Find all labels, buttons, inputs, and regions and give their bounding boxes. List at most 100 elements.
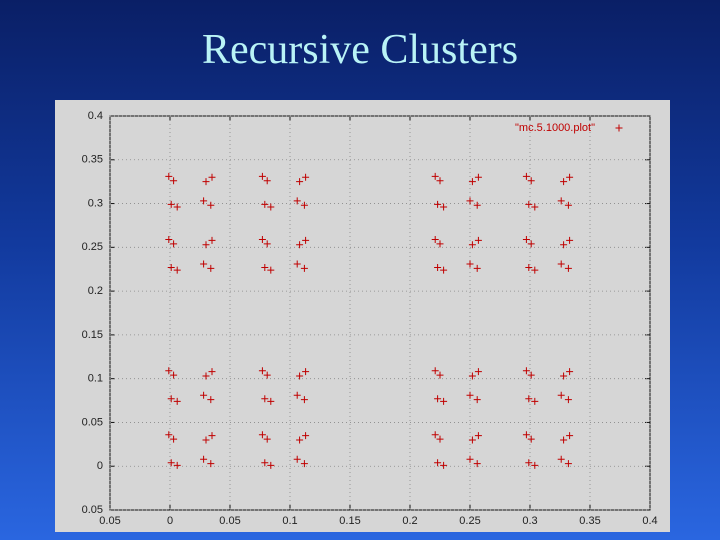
point xyxy=(434,395,442,403)
point xyxy=(202,241,210,249)
point xyxy=(527,435,535,443)
point xyxy=(436,240,444,248)
point xyxy=(296,241,304,249)
point xyxy=(525,459,533,467)
point xyxy=(436,177,444,185)
point xyxy=(431,235,439,243)
point xyxy=(202,436,210,444)
point xyxy=(440,461,448,469)
point xyxy=(474,432,482,440)
point xyxy=(431,172,439,180)
point xyxy=(468,372,476,380)
point xyxy=(522,431,530,439)
x-tick-label: 0.25 xyxy=(459,515,480,527)
point xyxy=(173,266,181,274)
y-tick-label: 0.35 xyxy=(82,154,103,166)
point xyxy=(564,396,572,404)
point xyxy=(431,431,439,439)
point xyxy=(293,197,301,205)
plot-panel xyxy=(55,100,670,532)
point xyxy=(200,455,208,463)
point xyxy=(258,431,266,439)
point xyxy=(208,236,216,244)
x-tick-label: 0 xyxy=(167,515,173,527)
point xyxy=(473,460,481,468)
point xyxy=(566,236,574,244)
point xyxy=(200,391,208,399)
point xyxy=(525,263,533,271)
point xyxy=(468,178,476,186)
point xyxy=(293,260,301,268)
point xyxy=(527,177,535,185)
point xyxy=(436,435,444,443)
point xyxy=(522,367,530,375)
point xyxy=(170,177,178,185)
point xyxy=(566,173,574,181)
point xyxy=(263,177,271,185)
point xyxy=(207,396,215,404)
x-tick-label: 0.35 xyxy=(579,515,600,527)
point xyxy=(208,173,216,181)
point xyxy=(474,173,482,181)
x-tick-label: 0.05 xyxy=(219,515,240,527)
point xyxy=(560,241,568,249)
point xyxy=(258,235,266,243)
point xyxy=(200,197,208,205)
point xyxy=(431,367,439,375)
point xyxy=(165,431,173,439)
point xyxy=(302,173,310,181)
point xyxy=(473,264,481,272)
point xyxy=(261,200,269,208)
point xyxy=(531,266,539,274)
y-tick-label: 0.3 xyxy=(88,197,103,209)
y-tick-label: 0.2 xyxy=(88,285,103,297)
point xyxy=(473,201,481,209)
point xyxy=(527,371,535,379)
point xyxy=(440,397,448,405)
y-tick-label: 0.1 xyxy=(88,373,103,385)
point xyxy=(557,391,565,399)
point xyxy=(258,172,266,180)
point xyxy=(258,367,266,375)
point xyxy=(525,395,533,403)
point xyxy=(522,235,530,243)
point xyxy=(202,372,210,380)
point xyxy=(300,264,308,272)
point xyxy=(208,432,216,440)
point xyxy=(207,264,215,272)
x-tick-label: 0.2 xyxy=(402,515,417,527)
point xyxy=(531,397,539,405)
point xyxy=(261,459,269,467)
point xyxy=(557,455,565,463)
point xyxy=(267,203,275,211)
point xyxy=(300,396,308,404)
point xyxy=(527,240,535,248)
point xyxy=(560,436,568,444)
point xyxy=(167,263,175,271)
point xyxy=(434,200,442,208)
y-tick-label: 0.25 xyxy=(82,241,103,253)
point xyxy=(200,260,208,268)
point xyxy=(466,391,474,399)
point xyxy=(557,260,565,268)
point xyxy=(564,264,572,272)
point xyxy=(468,436,476,444)
point xyxy=(560,178,568,186)
point xyxy=(263,240,271,248)
point xyxy=(170,435,178,443)
point xyxy=(566,368,574,376)
point xyxy=(296,178,304,186)
point xyxy=(302,432,310,440)
point xyxy=(173,397,181,405)
point xyxy=(170,371,178,379)
point xyxy=(202,178,210,186)
point xyxy=(436,371,444,379)
x-tick-label: 0.3 xyxy=(522,515,537,527)
point xyxy=(170,240,178,248)
point xyxy=(165,367,173,375)
point xyxy=(525,200,533,208)
point xyxy=(293,391,301,399)
point xyxy=(261,263,269,271)
